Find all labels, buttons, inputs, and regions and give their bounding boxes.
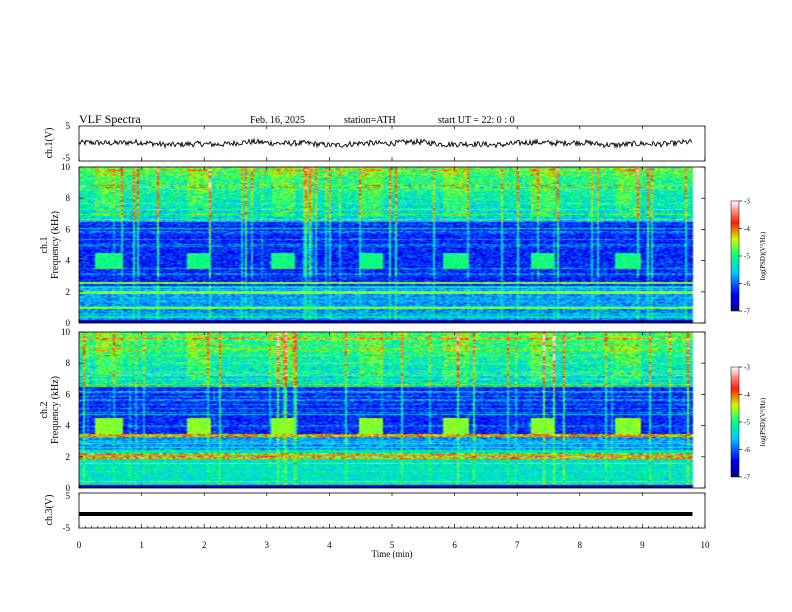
ch1-ytick-bottom: -5: [63, 153, 71, 163]
ch3-ytick-top: 5: [66, 491, 71, 501]
ch2-spectrogram-image: [79, 332, 705, 488]
start-time-label: start UT = 22: 0 : 0: [438, 115, 515, 126]
ch2-spectrogram-ytick-label: 8: [66, 358, 71, 368]
ch3-waveform-panel: 5 -5 ch.3(V): [44, 491, 706, 533]
ch1-waveform-ylabel: ch.1(V): [44, 128, 55, 159]
ch1-spectrogram-ylabel: Frequency (kHz): [50, 211, 61, 279]
x-tick-label: 7: [515, 540, 520, 550]
ch2-spectrogram-channel-label: ch.2: [39, 402, 50, 419]
ch3-waveform-ylabel: ch.3(V): [44, 495, 55, 526]
ch1-colorbar-tick-label: -3: [744, 198, 750, 206]
ch1-spectrogram-image: [79, 167, 705, 323]
x-tick-label: 2: [202, 540, 207, 550]
ch2-colorbar: [730, 366, 740, 478]
ch2-spectrogram-ytick-label: 0: [66, 483, 71, 493]
ch1-spectrogram-ytick-label: 10: [61, 162, 71, 172]
ch1-ytick-top: 5: [66, 121, 71, 131]
ch2-colorbar-tick-label: -4: [744, 391, 750, 399]
ch1-colorbar-tick-label: -4: [744, 225, 750, 233]
ch2-spectrogram-ytick-label: 4: [66, 421, 71, 431]
chart-title: VLF Spectra: [79, 112, 141, 126]
x-tick-label: 3: [265, 540, 270, 550]
ch1-colorbar-tick-label: -7: [744, 308, 750, 316]
ch1-colorbar-label: log(PSD)(V²/Hz): [759, 231, 767, 280]
ch1-colorbar-tick-label: -5: [744, 253, 750, 261]
x-tick-label: 1: [139, 540, 144, 550]
ch2-colorbar-tick-label: -3: [744, 364, 750, 372]
ch1-spectrogram-ytick-label: 2: [66, 287, 71, 297]
ch1-colorbar-tick-label: -6: [744, 280, 750, 288]
ch2-colorbar-tick-label: -6: [744, 446, 750, 454]
x-tick-label: 9: [640, 540, 645, 550]
ch1-spectrogram-ytick-label: 8: [66, 193, 71, 203]
ch2-colorbar-tick-label: -5: [744, 419, 750, 427]
ch2-colorbar-tick-label: -7: [744, 474, 750, 482]
ch1-colorbar: [730, 200, 740, 312]
ch2-spectrogram-ytick-label: 6: [66, 389, 71, 399]
ch2-colorbar-label: log(PSD)(V²/Hz): [759, 397, 767, 446]
ch1-spectrogram-channel-label: ch.1: [39, 237, 50, 254]
x-tick-label: 4: [327, 540, 332, 550]
ch3-ytick-bottom: -5: [63, 523, 71, 533]
x-tick-label: 0: [77, 540, 82, 550]
station-label: station=ATH: [344, 115, 396, 126]
date-label: Feb. 16, 2025: [250, 115, 305, 126]
x-tick-label: 10: [701, 540, 711, 550]
ch2-spectrogram-ylabel: Frequency (kHz): [50, 376, 61, 444]
ch1-spectrogram-ytick-label: 4: [66, 256, 71, 266]
x-tick-label: 6: [452, 540, 457, 550]
x-axis-label: Time (min): [372, 549, 413, 559]
x-tick-label: 8: [578, 540, 583, 550]
ch1-spectrogram-ytick-label: 0: [66, 318, 71, 328]
ch1-spectrogram-ytick-label: 6: [66, 224, 71, 234]
ch2-spectrogram-ytick-label: 10: [61, 327, 71, 337]
ch1-waveform-line: [78, 137, 693, 150]
x-tick-label: 5: [390, 540, 395, 550]
ch1-waveform-panel: 5 -5 ch.1(V): [44, 121, 706, 163]
ch2-spectrogram-ytick-label: 2: [66, 452, 71, 462]
ch3-waveform-frame: [78, 492, 706, 529]
